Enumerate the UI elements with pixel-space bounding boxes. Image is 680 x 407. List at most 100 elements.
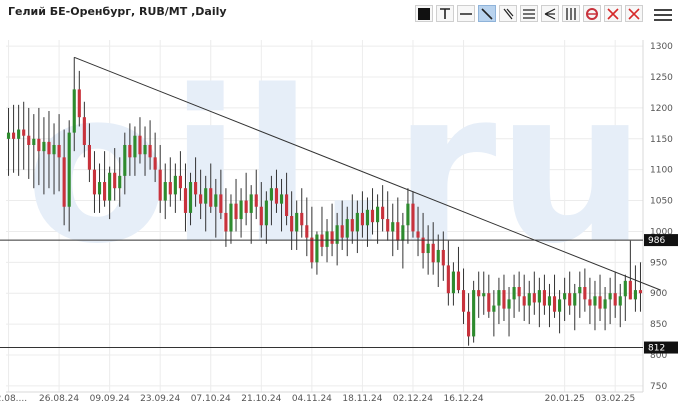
vertical-lines-tool-button[interactable] xyxy=(562,5,580,22)
candle-body xyxy=(411,203,415,232)
candle-body xyxy=(456,271,461,291)
fill-color-tool-button[interactable] xyxy=(415,5,433,22)
candle xyxy=(588,277,592,325)
candle xyxy=(310,206,314,269)
candle-body xyxy=(204,188,208,204)
y-tick-label: 900 xyxy=(650,289,667,299)
candle-body xyxy=(12,132,16,139)
candle-body xyxy=(441,249,445,266)
candle-body xyxy=(492,305,496,312)
candle xyxy=(279,178,284,232)
candle xyxy=(138,117,142,164)
candle-body xyxy=(259,206,263,226)
candle-body xyxy=(618,296,622,306)
candle-body xyxy=(436,249,440,263)
candle xyxy=(558,290,562,334)
candle xyxy=(325,219,329,263)
candle xyxy=(305,197,309,257)
candle-body xyxy=(345,219,349,238)
candle xyxy=(123,132,127,195)
candle xyxy=(315,231,319,275)
gann-tool-button[interactable] xyxy=(583,5,601,22)
candle-body xyxy=(598,296,602,309)
candle xyxy=(421,212,425,269)
text-tool-button[interactable] xyxy=(436,5,454,22)
candle-body xyxy=(573,293,577,306)
candle-body xyxy=(173,175,177,195)
level-label: 986 xyxy=(648,236,665,246)
candle xyxy=(148,120,152,170)
candle-body xyxy=(487,293,491,312)
channel-tool-button[interactable] xyxy=(520,5,538,22)
candle-body xyxy=(62,157,66,207)
horizontal-line-tool-button[interactable] xyxy=(457,5,475,22)
candle-body xyxy=(188,182,193,213)
trend-line-tool-icon xyxy=(481,7,493,20)
candle xyxy=(502,274,506,321)
candle xyxy=(97,163,102,213)
candle xyxy=(113,148,117,201)
candle xyxy=(32,114,36,189)
candle-body xyxy=(148,144,152,158)
candle xyxy=(396,197,400,250)
candle xyxy=(67,120,71,232)
pitchfork-tool-button[interactable] xyxy=(541,5,559,22)
candle-body xyxy=(153,157,157,170)
candle xyxy=(188,172,193,226)
candle-body xyxy=(603,299,607,309)
candle xyxy=(62,129,66,226)
horizontal-line-tool-icon xyxy=(460,12,472,15)
candle xyxy=(37,107,41,186)
text-tool-icon xyxy=(440,7,450,19)
x-tick-label: 16.12.24 xyxy=(443,394,483,404)
candle xyxy=(482,271,486,315)
x-tick-label: 02.12.24 xyxy=(393,394,433,404)
y-tick-label: 1100 xyxy=(650,166,673,176)
candle-body xyxy=(37,138,41,152)
x-tick-label: 09.09.24 xyxy=(90,394,130,404)
candle xyxy=(6,107,11,176)
delete-tool-icon xyxy=(607,7,619,20)
candle-body xyxy=(401,225,405,241)
menu-icon[interactable] xyxy=(654,6,672,22)
candle xyxy=(52,123,56,195)
candle xyxy=(229,194,233,244)
candle xyxy=(532,271,536,315)
y-tick-label: 1250 xyxy=(650,73,673,83)
trend-line-tool-button[interactable] xyxy=(478,5,496,22)
candle xyxy=(578,271,582,318)
x-tick-label: 26.08.24 xyxy=(39,394,79,404)
candle-body xyxy=(42,141,46,152)
candle-body xyxy=(285,194,289,216)
candle-body xyxy=(158,169,162,201)
candle-body xyxy=(17,129,21,139)
ray-tool-button[interactable] xyxy=(499,5,517,22)
trend-line xyxy=(74,56,661,291)
candle xyxy=(118,157,122,207)
delete-all-tool-button[interactable] xyxy=(625,5,643,22)
candle-body xyxy=(578,287,582,294)
y-tick-label: 950 xyxy=(650,258,667,268)
candle xyxy=(239,188,243,238)
y-tick-label: 1000 xyxy=(650,227,673,237)
candle-body xyxy=(522,296,526,306)
candle xyxy=(451,262,455,306)
candle-body xyxy=(608,293,612,300)
candle xyxy=(133,126,137,176)
candle-body xyxy=(330,231,334,244)
candle-body xyxy=(355,212,359,232)
candle xyxy=(618,283,622,328)
candle xyxy=(628,240,632,300)
delete-tool-button[interactable] xyxy=(604,5,622,22)
candle-body xyxy=(178,175,182,189)
channel-tool-icon xyxy=(523,8,535,19)
trendlines xyxy=(74,56,661,291)
candle xyxy=(345,206,349,257)
candle-body xyxy=(340,225,344,238)
candle-body xyxy=(502,290,506,309)
y-tick-label: 1200 xyxy=(650,104,673,114)
candle-body xyxy=(563,293,567,300)
candle xyxy=(376,194,380,244)
candle-body xyxy=(194,182,198,195)
